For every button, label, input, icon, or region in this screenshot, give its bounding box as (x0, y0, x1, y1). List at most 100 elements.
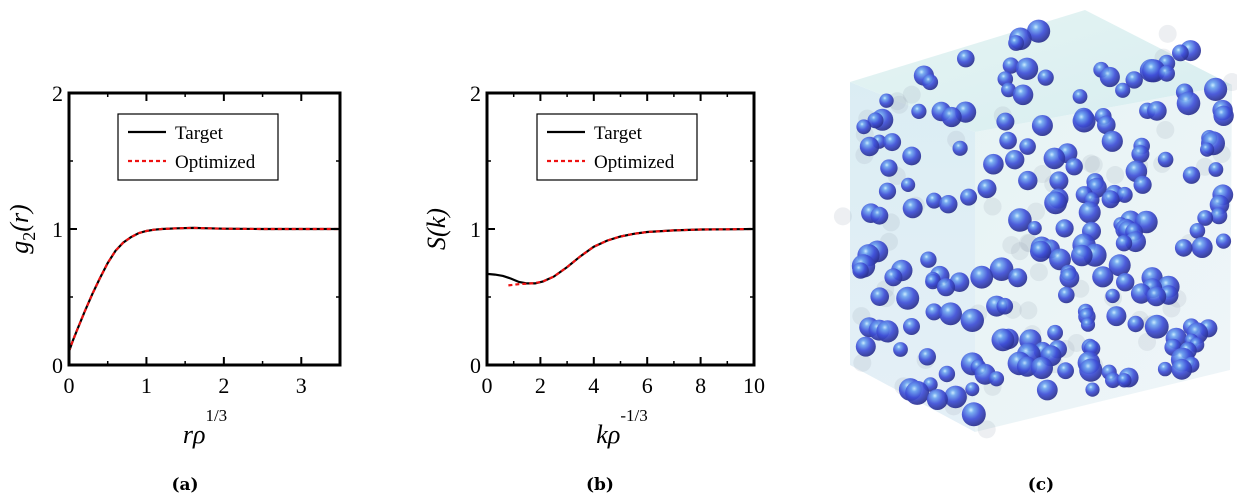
sphere (1213, 105, 1234, 127)
sphere (1116, 273, 1135, 292)
x-tick-label: 0 (64, 373, 75, 398)
sphere (902, 198, 923, 219)
sphere-shadow (1156, 120, 1175, 139)
sphere (902, 146, 922, 166)
sphere (920, 251, 937, 268)
sphere (944, 385, 967, 409)
sphere-shadow (1033, 165, 1052, 184)
sphere (1127, 315, 1144, 333)
sphere-shadow (1019, 301, 1038, 320)
sphere (926, 389, 948, 410)
sphere (1030, 356, 1053, 380)
sphere-particles (851, 19, 1234, 427)
sphere (1204, 77, 1228, 101)
sphere (1208, 162, 1224, 177)
sphere (957, 49, 975, 68)
sphere (1144, 314, 1169, 339)
sphere (1049, 248, 1071, 271)
sphere (852, 262, 869, 279)
sphere (1030, 240, 1052, 262)
sphere (870, 287, 889, 307)
sphere (1189, 223, 1206, 239)
sphere (1012, 84, 1034, 106)
sphere-shadow (1106, 166, 1125, 185)
sphere (960, 188, 978, 206)
caption-c: (c) (1028, 475, 1054, 495)
sphere (1117, 373, 1132, 388)
sphere (996, 112, 1015, 131)
sphere (1116, 186, 1133, 203)
sphere-shadow (983, 197, 1002, 216)
sphere (965, 382, 980, 397)
legend-label-optimized: Optimized (594, 152, 675, 173)
sphere (1027, 221, 1042, 236)
series-line-target (486, 227, 755, 285)
sphere (939, 302, 962, 326)
sphere (893, 342, 908, 357)
sphere (1001, 82, 1016, 98)
sphere (961, 402, 986, 427)
caption-b: (b) (586, 475, 614, 495)
sphere (1115, 82, 1131, 98)
sphere-shadow (1084, 155, 1103, 174)
sphere (884, 268, 903, 287)
sphere (1002, 57, 1020, 74)
sphere (911, 103, 927, 119)
sphere (1131, 145, 1150, 164)
y-tick-label: 1 (470, 217, 481, 242)
series-line-optimized (67, 226, 340, 352)
x-tick-label: 0 (482, 373, 493, 398)
sphere (855, 336, 876, 357)
y-tick-label: 2 (52, 81, 63, 106)
sphere (1182, 166, 1201, 184)
sphere (989, 257, 1014, 282)
sphere (1108, 254, 1131, 277)
box-top-face (850, 10, 1232, 132)
legend-box (536, 113, 698, 181)
series-line-target (67, 226, 340, 352)
sphere (960, 308, 984, 332)
sphere (970, 265, 994, 289)
y-tick-label: 0 (52, 353, 63, 378)
sphere (1210, 207, 1228, 225)
y-axis-label: g2(r) (5, 204, 39, 253)
sphere (1172, 44, 1189, 62)
sphere (1125, 71, 1143, 89)
sphere-shadow (1010, 242, 1029, 261)
sphere-shadow (1158, 24, 1177, 43)
x-tick-label: 2 (218, 373, 229, 398)
sphere (878, 182, 897, 200)
sphere (1047, 324, 1063, 341)
sphere (896, 286, 920, 310)
sphere (903, 318, 920, 335)
sphere (1101, 130, 1123, 152)
sphere (1105, 288, 1120, 304)
sphere-shadow (1081, 154, 1100, 173)
sphere (941, 106, 962, 128)
sphere (1065, 158, 1083, 176)
sphere (901, 177, 916, 192)
sphere (1176, 91, 1201, 116)
caption-a: (a) (171, 475, 198, 495)
x-axis-label: kρ-1/3 (596, 406, 647, 449)
x-axis-label: rρ1/3 (183, 406, 227, 449)
sphere (1174, 239, 1193, 257)
sphere-shadow (890, 95, 909, 114)
y-tick-label: 1 (52, 217, 63, 242)
sphere-shadow (1138, 332, 1157, 351)
sphere (870, 206, 889, 225)
sphere (983, 153, 1004, 175)
sphere (1044, 191, 1067, 215)
sphere (1158, 65, 1176, 82)
sphere (1018, 170, 1038, 191)
sphere (1215, 233, 1232, 249)
sphere (1085, 382, 1100, 397)
sphere (1130, 283, 1152, 304)
sphere (925, 273, 941, 290)
sphere (1036, 379, 1058, 401)
y-tick-label: 2 (470, 81, 481, 106)
sphere-shadow (853, 353, 872, 372)
sphere (880, 159, 898, 177)
sphere (1055, 219, 1074, 238)
x-tick-label: 10 (743, 373, 765, 398)
